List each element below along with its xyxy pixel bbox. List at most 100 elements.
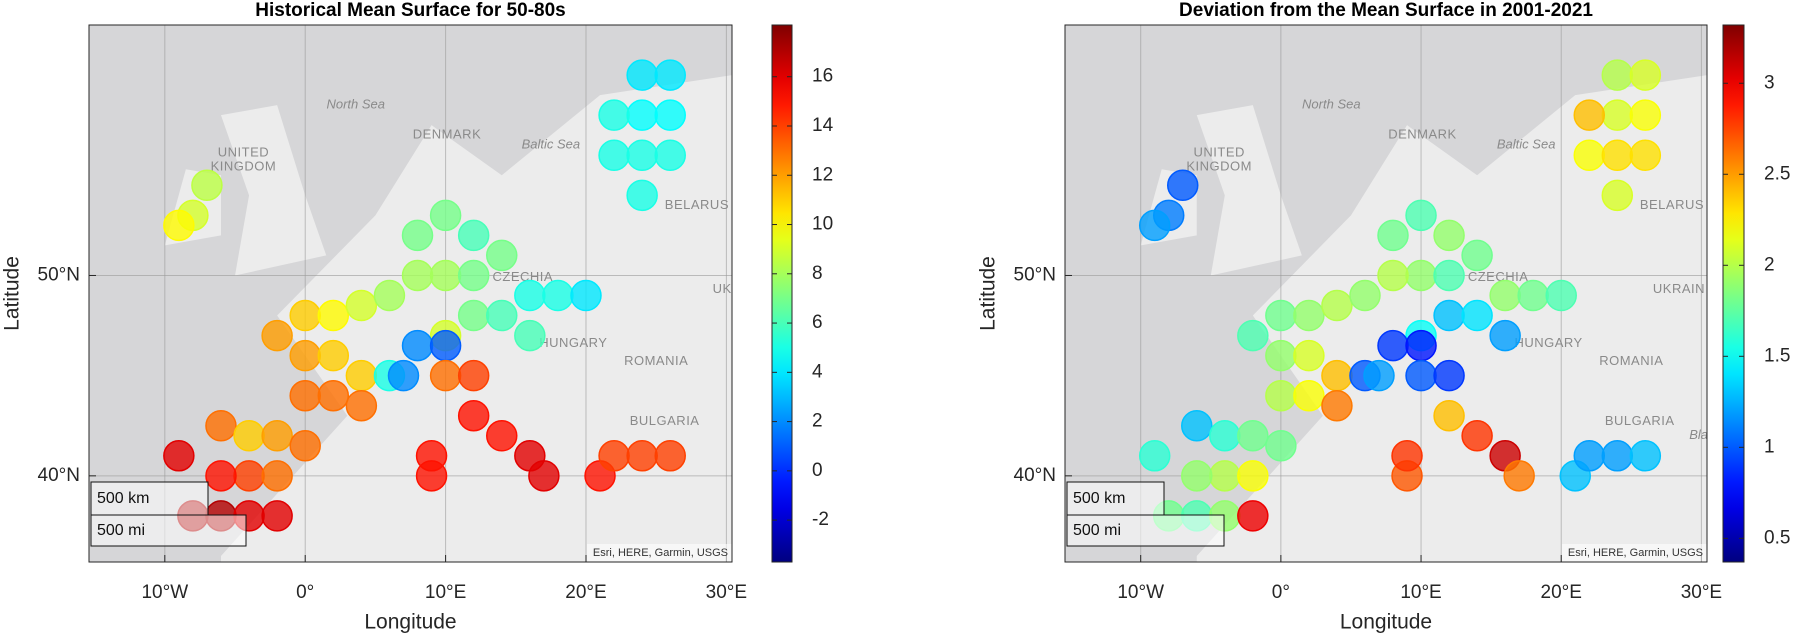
data-point bbox=[1629, 139, 1662, 171]
data-point bbox=[1349, 279, 1381, 312]
data-point bbox=[415, 440, 448, 472]
data-point bbox=[1461, 299, 1493, 332]
land-it bbox=[403, 365, 565, 516]
data-point bbox=[317, 299, 350, 332]
colorbar-tick-label: 2 bbox=[1764, 254, 1775, 275]
basemap-label: Baltic Sea bbox=[522, 137, 581, 152]
data-point bbox=[317, 379, 350, 412]
colorbar-tick-label: 1 bbox=[1764, 436, 1775, 457]
data-point bbox=[626, 440, 658, 472]
data-point bbox=[289, 430, 321, 462]
data-point bbox=[570, 279, 602, 312]
data-point bbox=[457, 399, 490, 432]
data-point bbox=[1629, 59, 1662, 91]
basemap-label: UNITED bbox=[218, 145, 269, 160]
data-point bbox=[261, 420, 293, 452]
data-point bbox=[1138, 440, 1171, 472]
data-point bbox=[486, 299, 518, 332]
data-point bbox=[1573, 139, 1606, 171]
colorbar-tick-label: 10 bbox=[812, 214, 833, 235]
data-point bbox=[1601, 440, 1634, 472]
colorbar-tick-label: 2.5 bbox=[1764, 163, 1790, 184]
data-point bbox=[1321, 359, 1353, 392]
axes-box bbox=[1064, 24, 1708, 563]
data-point bbox=[1293, 339, 1325, 372]
data-point bbox=[261, 460, 293, 492]
data-point bbox=[429, 199, 462, 232]
data-point bbox=[457, 259, 490, 292]
data-point bbox=[1321, 289, 1353, 322]
chart-title: Historical Mean Surface for 50-80s bbox=[255, 0, 565, 21]
data-point bbox=[1461, 239, 1493, 272]
data-point bbox=[345, 289, 378, 322]
data-point bbox=[598, 139, 630, 171]
data-point bbox=[1363, 359, 1395, 392]
data-point bbox=[654, 139, 686, 171]
attribution: Esri, HERE, Garmin, USGS bbox=[593, 547, 728, 559]
data-point bbox=[1601, 59, 1634, 91]
data-point bbox=[401, 219, 434, 252]
data-point bbox=[1377, 259, 1409, 292]
data-point bbox=[317, 339, 350, 372]
basemap-label: UNITED bbox=[1193, 145, 1244, 160]
colorbar-tick-label: 16 bbox=[812, 66, 833, 87]
scalebar-label: 500 km bbox=[1073, 490, 1125, 507]
data-point bbox=[373, 279, 406, 312]
colorbar bbox=[1722, 24, 1745, 563]
points bbox=[1138, 59, 1662, 532]
data-point bbox=[1138, 209, 1171, 242]
points bbox=[163, 59, 686, 532]
data-point bbox=[1265, 379, 1297, 412]
data-point bbox=[1433, 259, 1465, 292]
data-point bbox=[1405, 329, 1437, 362]
basemap-label: UKRAIN bbox=[1653, 281, 1705, 296]
basemap-label: North Sea bbox=[1302, 97, 1361, 112]
data-point bbox=[1321, 389, 1353, 422]
data-point bbox=[1377, 329, 1409, 362]
data-point bbox=[1181, 460, 1213, 492]
data-point bbox=[1181, 409, 1213, 442]
basemap-label: North Sea bbox=[326, 97, 385, 112]
colorbar-tick-label: 3 bbox=[1764, 72, 1775, 93]
x-tick-label: 0° bbox=[296, 582, 314, 603]
data-point bbox=[163, 440, 195, 472]
colorbar-tick-label: 1.5 bbox=[1764, 345, 1790, 366]
colorbar-tick-label: 0 bbox=[812, 460, 823, 481]
data-point bbox=[626, 179, 658, 212]
colorbar-tick-label: 8 bbox=[812, 263, 823, 284]
y-axis-label: Latitude bbox=[1, 256, 24, 331]
data-point bbox=[191, 169, 223, 202]
data-point bbox=[1377, 219, 1409, 252]
scalebar-km bbox=[90, 481, 209, 516]
colorbar-tick-label: 14 bbox=[812, 115, 834, 136]
x-tick-label: 10°W bbox=[141, 582, 188, 603]
data-point bbox=[233, 420, 265, 452]
data-point bbox=[387, 359, 420, 392]
y-tick-label: 40°N bbox=[38, 465, 80, 486]
data-point bbox=[1166, 169, 1199, 202]
colorbar bbox=[771, 24, 793, 563]
y-tick-label: 50°N bbox=[1014, 264, 1056, 285]
data-point bbox=[514, 279, 546, 312]
basemap-label: CZECHIA bbox=[1468, 269, 1529, 284]
land-gb bbox=[1196, 105, 1302, 276]
basemap-label: Baltic Sea bbox=[1497, 137, 1556, 152]
data-point bbox=[1405, 359, 1437, 392]
x-tick-label: 20°E bbox=[1541, 582, 1582, 603]
data-point bbox=[163, 209, 195, 242]
scalebar-label: 500 mi bbox=[97, 522, 145, 539]
data-point bbox=[205, 460, 237, 492]
land-gb bbox=[220, 105, 327, 276]
basemap-label: Bla bbox=[1689, 427, 1708, 442]
basemap-label: ROMANIA bbox=[1599, 353, 1663, 368]
axes-box bbox=[88, 24, 733, 563]
data-point bbox=[401, 259, 434, 292]
data-point bbox=[233, 460, 265, 492]
y-axis-label: Latitude bbox=[977, 256, 1000, 331]
colorbar-tick-label: 0.5 bbox=[1764, 527, 1790, 548]
data-point bbox=[289, 299, 321, 332]
data-point bbox=[598, 440, 630, 472]
y-tick-label: 50°N bbox=[38, 264, 80, 285]
colorbar-tick-label: 6 bbox=[812, 312, 823, 333]
basemap-label: DENMARK bbox=[1388, 127, 1457, 142]
